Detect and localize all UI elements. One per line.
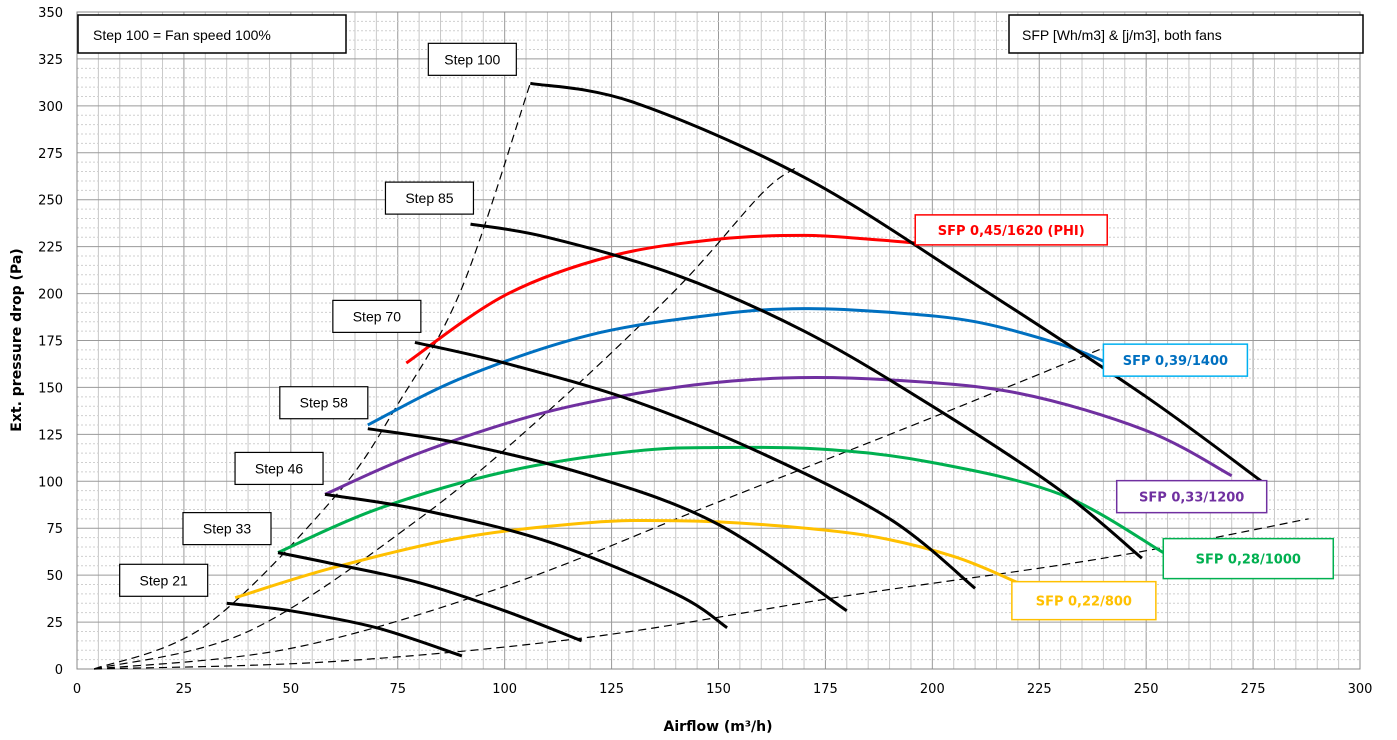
axes: 0 25 50 75 100 125 150 175 200 225 250 275 300 0 25 50 7…: [38, 6, 1372, 697]
info-box-right-text: SFP [Wh/m3] & [j/m3], both fans: [1022, 27, 1222, 43]
step-label-step-33: Step 33: [182, 512, 272, 546]
y-tick-label: 350: [38, 6, 63, 21]
sfp-curve-3: [324, 375, 1233, 496]
x-tick-label: 275: [1241, 682, 1266, 697]
x-tick-label: 0: [73, 682, 81, 697]
step-label-text: Step 33: [203, 521, 251, 537]
y-tick-label: 200: [38, 288, 63, 303]
sfp-label-text: SFP 0,33/1200: [1139, 491, 1244, 506]
sfp-curve-5: [234, 518, 1019, 600]
sfp-curves: [234, 233, 1233, 600]
step-curve-step-85: [470, 222, 1143, 560]
sfp-curve-1: [405, 233, 916, 365]
x-tick-label: 75: [389, 682, 406, 697]
sfp-curve-4: [277, 445, 1165, 554]
x-tick-label: 200: [920, 682, 945, 697]
y-tick-label: 25: [46, 616, 63, 631]
step-curve-step-58: [367, 427, 848, 613]
info-box-right: SFP [Wh/m3] & [j/m3], both fans: [1008, 14, 1364, 54]
info-box-left: Step 100 = Fan speed 100%: [77, 14, 347, 54]
x-tick-label: 225: [1027, 682, 1052, 697]
y-axis-title: Ext. pressure drop (Pa): [9, 248, 25, 431]
y-tick-label: 175: [38, 335, 63, 350]
sfp-label-4: SFP 0,28/1000: [1162, 537, 1335, 580]
step-label-text: Step 46: [255, 460, 303, 476]
x-tick-label: 125: [599, 682, 624, 697]
step-label-text: Step 58: [300, 395, 348, 411]
step-curve-step-46: [324, 492, 728, 629]
sfp-label-1: SFP 0,45/1620 (PHI): [914, 214, 1108, 246]
sfp-label-text: SFP 0,39/1400: [1123, 354, 1228, 369]
x-tick-label: 175: [813, 682, 838, 697]
x-tick-label: 300: [1348, 682, 1373, 697]
step-curve-step-21: [226, 601, 463, 658]
step-curve-step-33: [277, 551, 583, 643]
step-label-step-21: Step 21: [119, 563, 209, 597]
plot-frame: [76, 11, 1361, 670]
x-tick-label: 250: [1134, 682, 1159, 697]
sfp-label-5: SFP 0,22/800: [1011, 580, 1157, 621]
info-box-left-text: Step 100 = Fan speed 100%: [93, 27, 271, 43]
y-tick-label: 225: [38, 241, 63, 256]
y-tick-label: 275: [38, 147, 63, 162]
system-curve-4: [94, 518, 1309, 670]
step-label-text: Step 100: [444, 51, 500, 67]
x-tick-label: 50: [283, 682, 300, 697]
x-tick-label: 25: [176, 682, 193, 697]
system-curve-1: [93, 83, 531, 670]
x-axis-title: Airflow (m³/h): [664, 719, 773, 735]
x-tick-label: 100: [492, 682, 517, 697]
y-tick-label: 300: [38, 100, 63, 115]
labels: Step 100 Step 85 Step 70 Step 58 Step 46 Step…: [119, 42, 1335, 621]
step-label-step-85: Step 85: [384, 181, 475, 215]
step-label-text: Step 21: [140, 572, 188, 588]
sfp-label-text: SFP 0,28/1000: [1196, 553, 1301, 568]
y-tick-label: 100: [38, 475, 63, 490]
step-label-step-100: Step 100: [427, 42, 517, 76]
step-label-step-70: Step 70: [332, 299, 422, 333]
y-tick-label: 50: [46, 569, 63, 584]
grid: [76, 11, 1361, 670]
sfp-label-text: SFP 0,22/800: [1036, 595, 1132, 610]
y-tick-label: 325: [38, 53, 63, 68]
step-curve-step-70: [414, 340, 977, 590]
y-tick-label: 250: [38, 194, 63, 209]
sfp-label-3: SFP 0,33/1200: [1115, 479, 1268, 514]
step-curves: [226, 81, 1263, 658]
sfp-label-text: SFP 0,45/1620 (PHI): [938, 224, 1085, 239]
y-tick-label: 0: [55, 663, 63, 678]
system-curve-2: [93, 167, 796, 670]
step-label-text: Step 85: [405, 190, 453, 206]
y-tick-label: 125: [38, 428, 63, 443]
sfp-curve-2: [367, 307, 1104, 427]
step-label-text: Step 70: [353, 308, 401, 324]
y-tick-label: 75: [46, 522, 63, 537]
step-curve-step-100: [530, 81, 1263, 483]
sfp-label-2: SFP 0,39/1400: [1102, 343, 1249, 377]
y-tick-label: 150: [38, 381, 63, 396]
x-tick-label: 150: [706, 682, 731, 697]
step-label-step-58: Step 58: [279, 386, 369, 420]
step-label-step-46: Step 46: [234, 451, 324, 486]
